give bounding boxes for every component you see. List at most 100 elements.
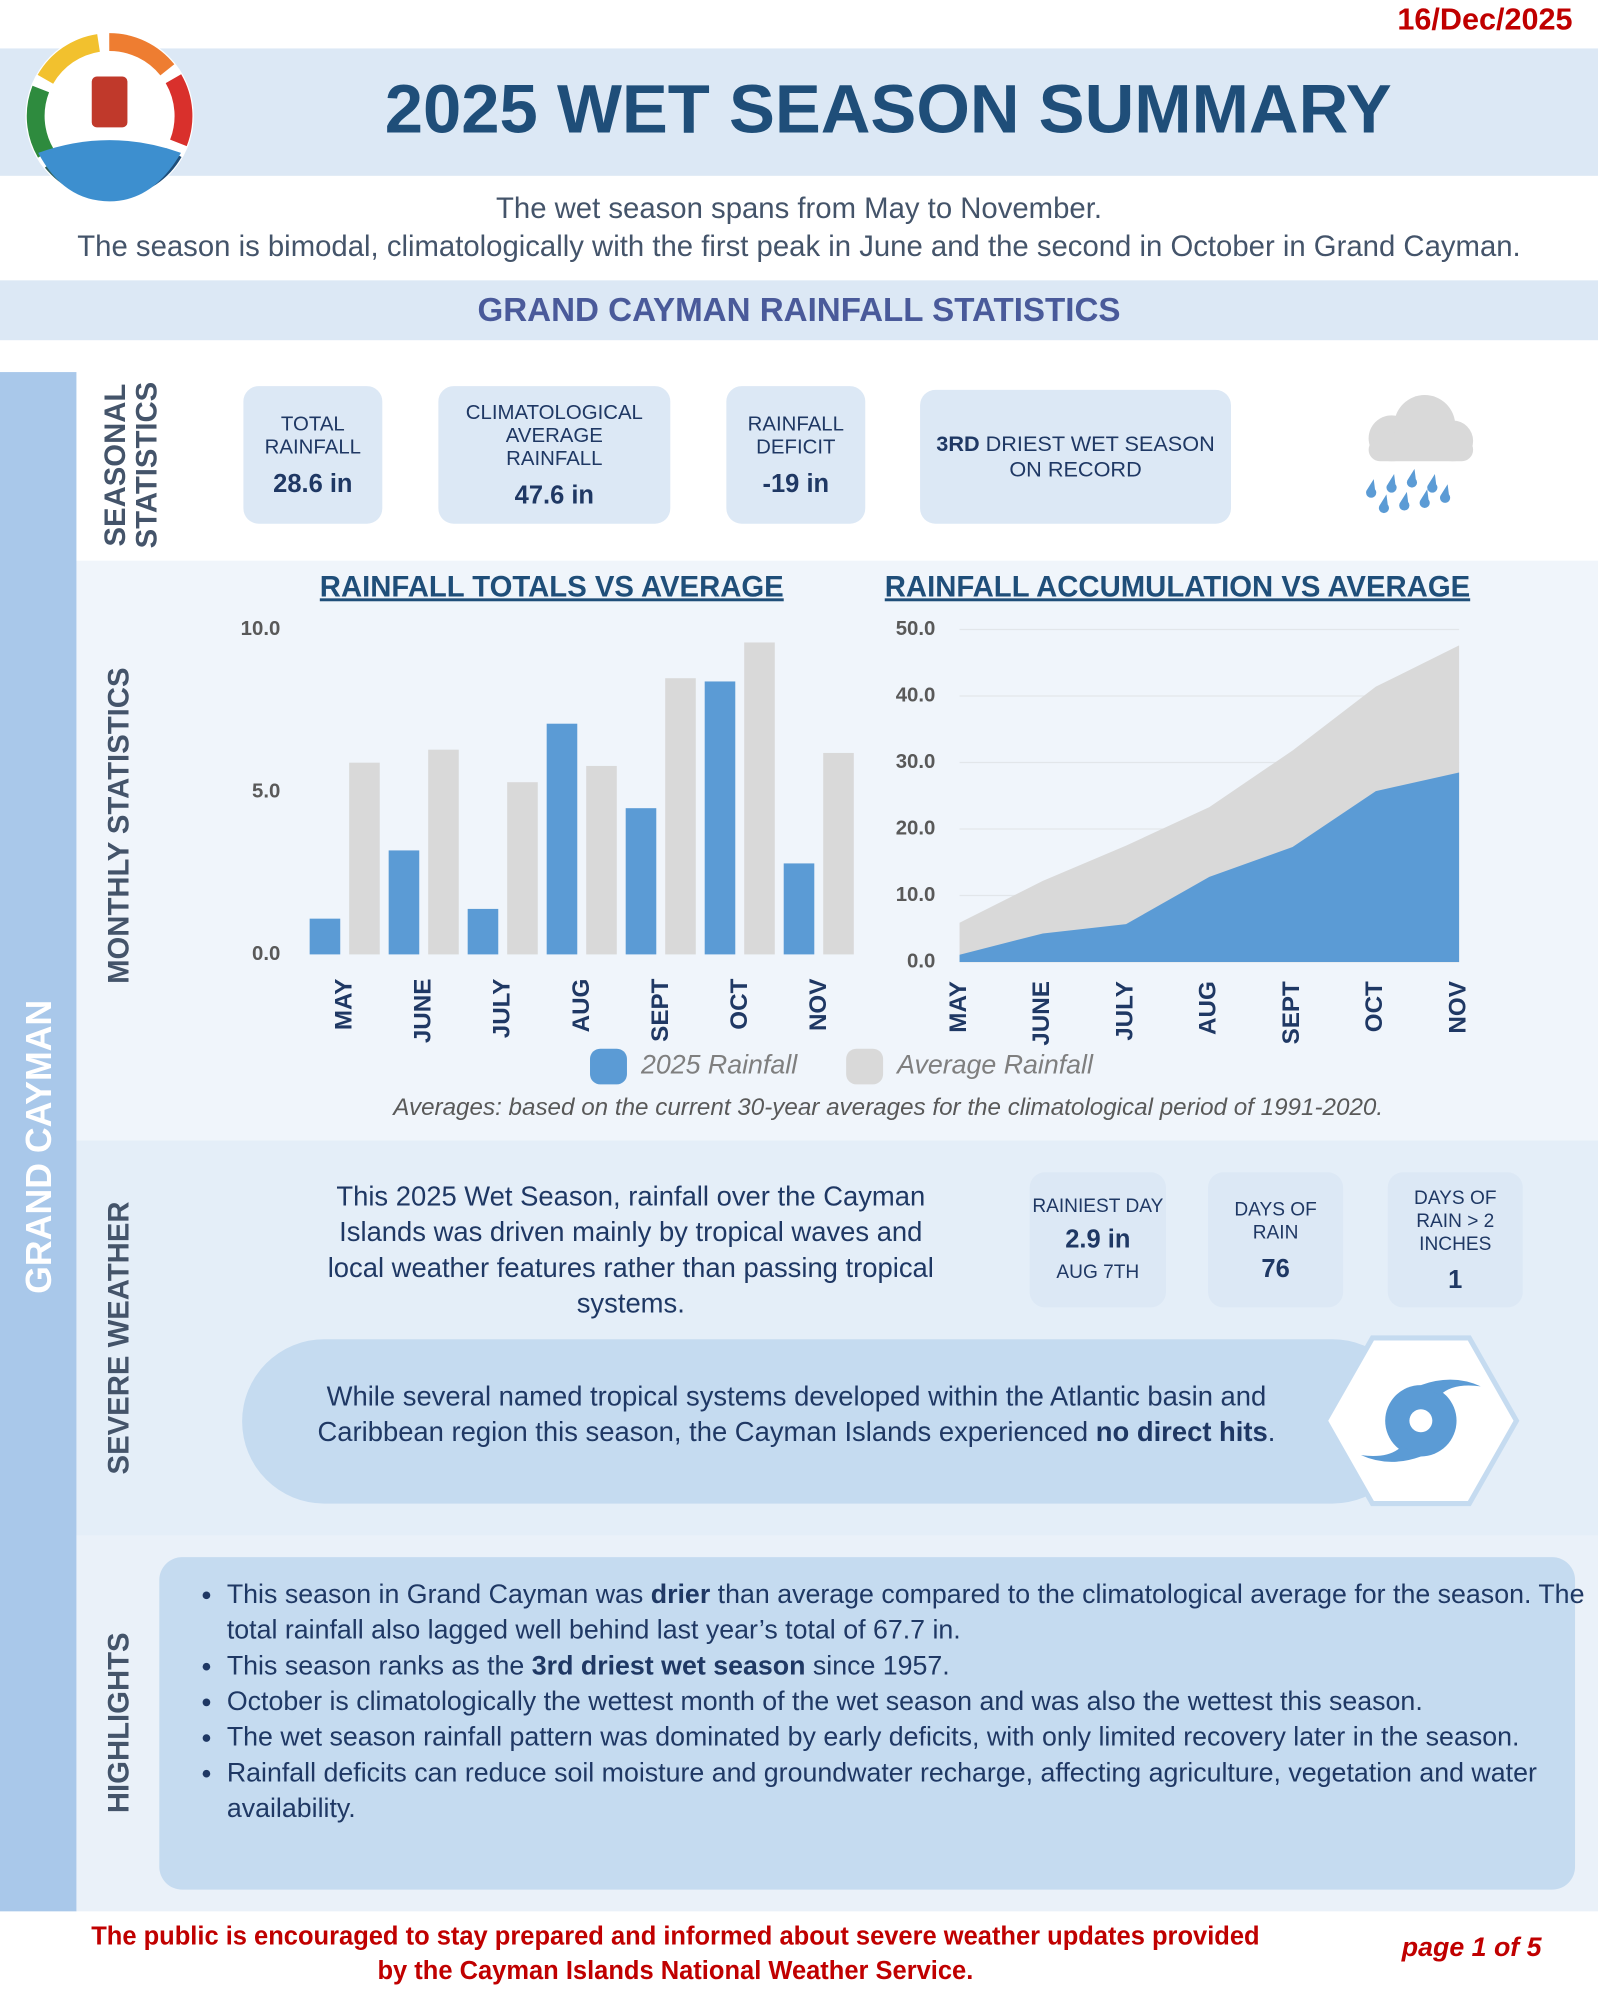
y-tick-label: 10.0 bbox=[241, 618, 281, 640]
stat-value: -19 in bbox=[762, 470, 830, 499]
y-tick-label: 10.0 bbox=[896, 884, 936, 906]
bar bbox=[625, 808, 657, 955]
bar bbox=[467, 908, 499, 955]
x-tick-label: MAY bbox=[945, 981, 972, 1033]
logo-seg bbox=[26, 33, 193, 199]
logo-waves bbox=[38, 140, 181, 202]
rank-text: 3RD DRIEST WET SEASON ON RECORD bbox=[935, 431, 1215, 482]
text: The wet season rainfall pattern was domi… bbox=[226, 1722, 1520, 1753]
stat-label: RAINIEST DAY bbox=[1032, 1195, 1164, 1217]
text: This season ranks as the bbox=[226, 1651, 532, 1681]
raindrops bbox=[1366, 468, 1451, 514]
x-tick-label: NOV bbox=[805, 979, 832, 1031]
x-tick-label: JULY bbox=[489, 979, 516, 1039]
intro: The wet season spans from May to Novembe… bbox=[0, 189, 1598, 265]
region-strip bbox=[0, 372, 77, 1912]
bar bbox=[428, 749, 459, 955]
bar bbox=[704, 681, 736, 955]
hurricane-icon bbox=[1322, 1335, 1520, 1507]
y-tick-label: 0.0 bbox=[252, 943, 280, 965]
rank-bold: 3RD bbox=[936, 431, 980, 456]
storm-eye bbox=[1409, 1409, 1433, 1433]
bar bbox=[783, 863, 815, 955]
text: than average compared to the climatologi… bbox=[226, 1580, 1585, 1646]
page-number: page 1 of 5 bbox=[1401, 1933, 1542, 1963]
rank-rest: DRIEST WET SEASON ON RECORD bbox=[979, 431, 1215, 482]
chart-note: Averages: based on the current 30-year a… bbox=[391, 1094, 1383, 1121]
bar bbox=[388, 850, 420, 955]
stat-label: DAYS OF RAIN bbox=[1234, 1199, 1317, 1244]
y-tick-label: 0.0 bbox=[907, 950, 935, 972]
footer-message: The public is encouraged to stay prepare… bbox=[91, 1922, 1260, 1986]
bar bbox=[349, 762, 380, 955]
x-tick-label: JUNE bbox=[410, 979, 437, 1044]
stat-value: 2.9 in bbox=[1065, 1225, 1131, 1254]
date: 16/Dec/2025 bbox=[1397, 2, 1573, 37]
callout-pill bbox=[242, 1339, 1415, 1504]
stat-box: CLIMATOLOGICAL AVERAGE RAINFALL 47.6 in bbox=[438, 386, 671, 524]
stat-value: 47.6 in bbox=[514, 481, 594, 510]
stat-label: RAINFALL DEFICIT bbox=[747, 414, 844, 459]
highlight-item: Rainfall deficits can reduce soil moistu… bbox=[227, 1756, 1588, 1827]
y-tick-label: 50.0 bbox=[896, 618, 936, 640]
logo-crest bbox=[91, 76, 128, 128]
stat-box: RAINIEST DAY 2.9 in AUG 7TH bbox=[1029, 1172, 1167, 1308]
highlight-item: This season in Grand Cayman was drier th… bbox=[227, 1577, 1588, 1648]
x-tick-label: SEPT bbox=[1278, 981, 1305, 1044]
highlight-item: October is climatologically the wettest … bbox=[227, 1685, 1588, 1721]
stat-box: TOTAL RAINFALL 28.6 in bbox=[243, 386, 383, 524]
x-tick-label: JULY bbox=[1111, 981, 1138, 1041]
x-tick-label: NOV bbox=[1444, 981, 1471, 1033]
logo-seg bbox=[26, 33, 193, 199]
stat-box: DAYS OF RAIN > 2 INCHES 1 bbox=[1387, 1172, 1523, 1308]
y-tick-label: 20.0 bbox=[896, 817, 936, 839]
bar bbox=[586, 765, 617, 955]
text: . bbox=[1267, 1416, 1276, 1448]
text: This season in Grand Cayman was bbox=[226, 1580, 651, 1610]
intro-line: The wet season spans from May to Novembe… bbox=[495, 191, 1102, 225]
highlights-list: This season in Grand Cayman was drier th… bbox=[191, 1577, 1588, 1827]
y-tick-label: 30.0 bbox=[896, 751, 936, 773]
logo bbox=[25, 31, 194, 202]
stat-value: 28.6 in bbox=[273, 470, 353, 499]
stat-label: TOTAL RAINFALL bbox=[264, 414, 362, 459]
bold-text: drier bbox=[650, 1580, 711, 1610]
cloud bbox=[1368, 438, 1474, 462]
callout-text: While several named tropical systems dev… bbox=[274, 1379, 1319, 1450]
y-tick-label: 5.0 bbox=[252, 780, 280, 802]
text: since 1957. bbox=[805, 1651, 950, 1681]
header-band bbox=[0, 48, 1598, 176]
chart-title: RAINFALL ACCUMULATION VS AVERAGE bbox=[885, 570, 1470, 603]
stat-note: AUG 7TH bbox=[1056, 1261, 1140, 1284]
x-tick-label: JUNE bbox=[1028, 981, 1055, 1046]
stat-label: DAYS OF RAIN > 2 INCHES bbox=[1414, 1187, 1497, 1256]
highlight-item: This season ranks as the 3rd driest wet … bbox=[227, 1649, 1588, 1685]
highlights-box bbox=[159, 1557, 1576, 1890]
section-title: GRAND CAYMAN RAINFALL STATISTICS bbox=[0, 280, 1598, 341]
stat-box: DAYS OF RAIN 76 bbox=[1208, 1172, 1344, 1308]
logo-seg bbox=[26, 33, 193, 199]
x-tick-label: MAY bbox=[331, 979, 358, 1031]
stat-value: 76 bbox=[1261, 1255, 1290, 1284]
area bbox=[959, 772, 1460, 963]
page-title: 2025 WET SEASON SUMMARY bbox=[384, 71, 1392, 148]
bar bbox=[546, 723, 578, 955]
legend-swatch bbox=[846, 1048, 884, 1085]
text: Rainfall deficits can reduce soil moistu… bbox=[226, 1758, 1537, 1824]
x-tick-label: AUG bbox=[568, 979, 595, 1033]
bar bbox=[744, 642, 775, 955]
stat-box: RAINFALL DEFICIT -19 in bbox=[726, 386, 866, 524]
bar bbox=[309, 918, 341, 955]
stat-label: CLIMATOLOGICAL AVERAGE RAINFALL bbox=[465, 402, 643, 471]
legend-label: Average Rainfall bbox=[895, 1050, 1094, 1080]
x-tick-label: OCT bbox=[1361, 981, 1388, 1032]
x-tick-label: OCT bbox=[726, 978, 753, 1029]
bold-text: 3rd driest wet season bbox=[531, 1651, 806, 1681]
y-tick-label: 40.0 bbox=[896, 684, 936, 706]
x-tick-label: AUG bbox=[1195, 981, 1222, 1035]
bar bbox=[665, 678, 696, 955]
